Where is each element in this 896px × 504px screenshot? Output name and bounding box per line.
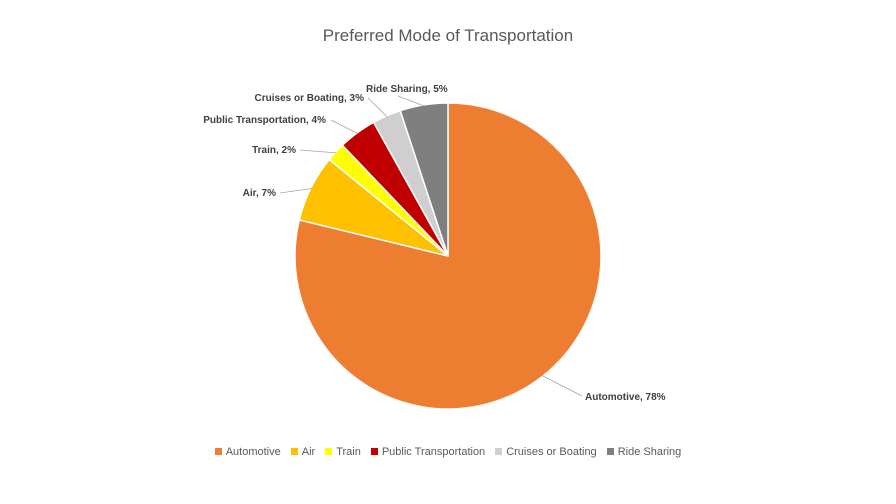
data-label-air: Air, 7% <box>243 188 276 199</box>
data-label-train: Train, 2% <box>252 145 296 156</box>
legend-swatch <box>290 447 298 455</box>
pie-slice-ride-sharing <box>399 102 449 257</box>
data-label-cruises-or-boating: Cruises or Boating, 3% <box>255 93 365 104</box>
data-label-public-transportation: Public Transportation, 4% <box>203 115 326 126</box>
legend-item-ride-sharing: Ride Sharing <box>606 446 682 458</box>
legend-item-automotive: Automotive <box>214 446 281 458</box>
legend-swatch <box>495 447 503 455</box>
leader-line-automotive <box>541 375 583 397</box>
legend-swatch <box>606 447 614 455</box>
legend-swatch <box>325 447 333 455</box>
legend-label: Cruises or Boating <box>506 446 597 458</box>
legend-swatch <box>214 447 222 455</box>
legend-swatch <box>370 447 378 455</box>
pie-slices <box>294 102 602 410</box>
legend: Automotive Air Train Public Transportation C… <box>0 446 896 458</box>
legend-item-train: Train <box>325 446 361 458</box>
legend-item-public-transportation: Public Transportation <box>370 446 486 458</box>
data-label-ride-sharing: Ride Sharing, 5% <box>366 84 448 95</box>
legend-item-air: Air <box>290 446 316 458</box>
leader-line-train <box>299 149 337 154</box>
leader-line-ride-sharing <box>397 95 425 107</box>
legend-label: Train <box>336 446 361 458</box>
data-label-automotive: Automotive, 78% <box>585 392 666 403</box>
legend-item-cruises-or-boating: Cruises or Boating <box>495 446 597 458</box>
legend-label: Ride Sharing <box>617 446 682 458</box>
leader-line-cruises-or-boating <box>367 97 388 118</box>
leader-line-air <box>279 188 312 194</box>
legend-label: Air <box>301 446 316 458</box>
legend-label: Public Transportation <box>381 446 486 458</box>
leader-line-public-transportation <box>330 119 359 134</box>
leader-lines <box>279 95 583 397</box>
legend-label: Automotive <box>225 446 281 458</box>
chart-title: Preferred Mode of Transportation <box>322 26 574 45</box>
data-labels: Automotive, 78% Air, 7% Train, 2% Public Tr… <box>203 84 665 403</box>
